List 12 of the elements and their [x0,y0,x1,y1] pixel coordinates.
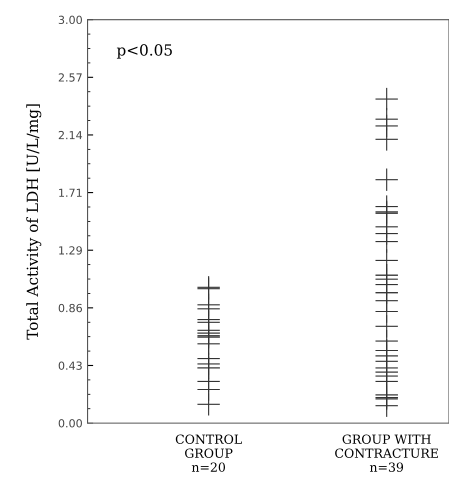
y-tick-label: 0.86 [58,304,82,312]
annotation: p<0.05 [116,44,172,59]
y-tick-label: 0.00 [58,419,82,428]
y-tick-label: 1.29 [59,246,82,255]
y-tick-label: 0.43 [58,361,82,370]
y-tick-label: 3.00 [58,16,82,24]
y-tick-label: 2.57 [58,73,82,82]
x-tick-label: CONTROL GROUP n=20 [176,434,242,472]
x-tick-label: GROUP WITH CONTRACTURE n=39 [335,434,438,472]
y-tick-label: 1.71 [59,188,82,197]
y-tick-label: 2.14 [58,130,82,140]
y-axis-title: Total Activity of LDH [U/L/mg] [26,104,42,340]
